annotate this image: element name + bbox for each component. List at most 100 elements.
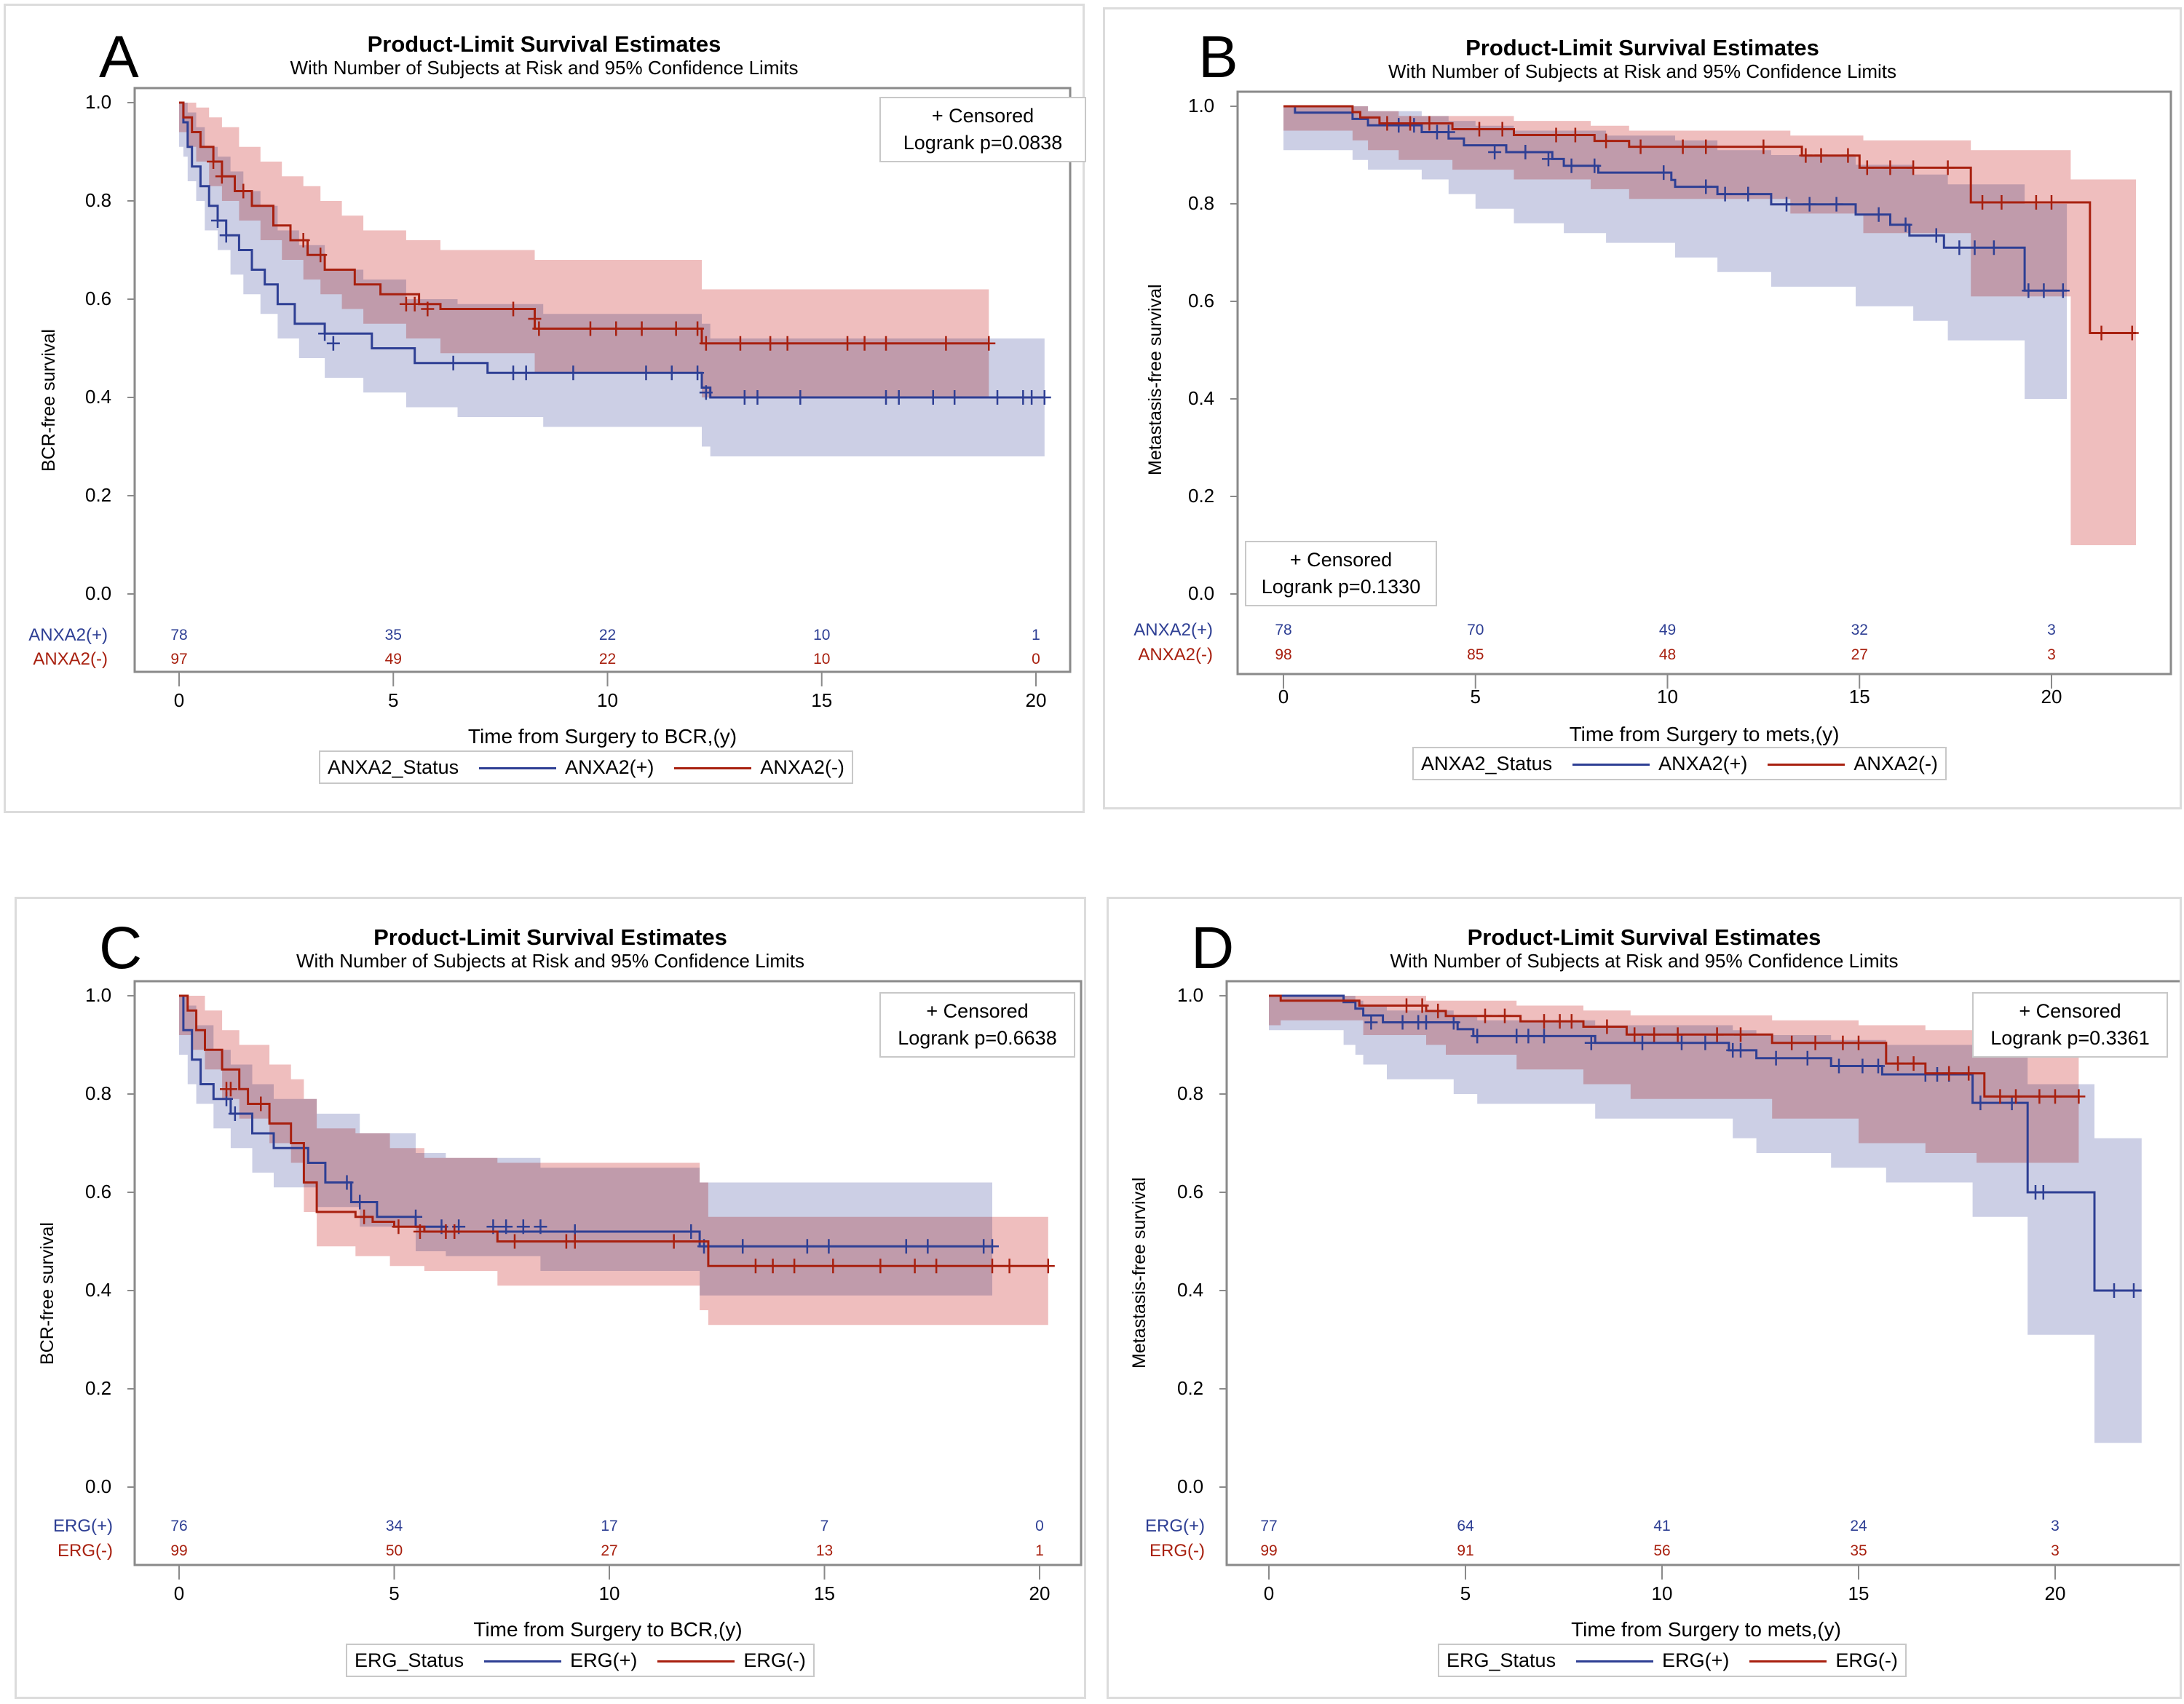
censor-mark (1479, 1008, 1492, 1023)
censor-mark (1962, 1066, 1976, 1081)
logrank-pvalue: Logrank p=0.3361 (1990, 1027, 2150, 1049)
y-tick-label: 0.2 (1188, 485, 1215, 507)
censor-mark (899, 1239, 913, 1254)
censor-mark (667, 1234, 681, 1249)
censor-mark (1993, 1089, 2007, 1104)
censor-mark (409, 1209, 423, 1224)
censor-mark (985, 1239, 999, 1254)
censor-mark (699, 385, 713, 400)
at-risk-count: 41 (1653, 1518, 1671, 1534)
legend-title: ERG_Status (1447, 1649, 1556, 1671)
censored-key: + Censored (1289, 549, 1393, 571)
panel-c: C Product-Limit Survival Estimates With Nu… (15, 897, 1086, 1699)
censor-mark (534, 1219, 547, 1235)
y-tick-label: 0.4 (1177, 1279, 1204, 1301)
censor-mark (2033, 1089, 2046, 1104)
x-tick-label: 15 (1848, 1582, 1870, 1604)
at-risk-count: 27 (601, 1542, 618, 1559)
censor-mark (228, 1106, 242, 1121)
plot-frame (133, 87, 1072, 673)
censor-mark (926, 390, 940, 405)
at-risk-count: 17 (601, 1518, 618, 1534)
censor-mark (691, 321, 705, 336)
x-axis-label: Time from Surgery to BCR,(y) (467, 725, 737, 748)
censor-mark (800, 1239, 814, 1254)
censor-mark (1628, 1027, 1642, 1042)
censor-mark (448, 1224, 462, 1239)
censor-mark (2037, 283, 2051, 298)
censor-mark (1510, 1029, 1524, 1044)
censor-mark (1836, 1035, 1850, 1050)
censor-mark (219, 228, 233, 243)
censored-key: + Censored (931, 105, 1034, 127)
x-tick-label: 15 (1848, 686, 1870, 708)
censor-mark (764, 336, 778, 351)
censor-mark (1568, 127, 1582, 143)
censor-mark (353, 1194, 367, 1210)
y-tick-label: 0.0 (1177, 1475, 1204, 1497)
censor-mark (635, 321, 649, 336)
censor-mark (2072, 1089, 2086, 1104)
y-tick-label: 0.6 (85, 288, 112, 309)
at-risk-count: 3 (2051, 1542, 2060, 1559)
censor-mark (780, 336, 794, 351)
censor-mark (1522, 1029, 1535, 1044)
at-risk-label: ANXA2(-) (1138, 645, 1213, 665)
at-risk-count: 24 (1850, 1518, 1867, 1534)
censor-mark (1564, 1014, 1578, 1029)
x-tick-label: 0 (173, 1582, 185, 1604)
censor-mark (921, 1239, 935, 1254)
censor-mark (948, 390, 962, 405)
censor-mark (1891, 1056, 1904, 1071)
censor-mark (1396, 1015, 1409, 1030)
y-tick-label: 0.6 (1188, 290, 1215, 312)
censor-mark (1907, 160, 1920, 175)
legend-item-label: ERG(-) (1835, 1649, 1898, 1671)
censor-mark (939, 336, 953, 351)
at-risk-count: 49 (384, 651, 402, 667)
x-tick-label: 5 (389, 1582, 400, 1604)
plot-area (179, 994, 1055, 1325)
chart-subtitle: With Number of Subjects at Risk and 95% … (1390, 950, 1899, 972)
censor-mark (1675, 1035, 1688, 1050)
at-risk-count: 77 (1260, 1518, 1278, 1534)
censor-mark (1976, 194, 1990, 210)
censor-mark (2022, 283, 2035, 298)
y-tick-label: 0.4 (85, 1279, 112, 1301)
censor-mark (318, 326, 332, 341)
legend-swatch-pos (1576, 1660, 1654, 1663)
at-risk-count: 35 (384, 627, 402, 643)
censor-mark (822, 1239, 836, 1254)
censor-mark (1929, 228, 1943, 243)
censor-mark (1883, 160, 1897, 175)
censor-mark (408, 296, 422, 312)
censor-mark (788, 1259, 802, 1274)
at-risk-count: 70 (1467, 622, 1484, 638)
censor-mark (1699, 179, 1713, 194)
censor-mark (1942, 1066, 1956, 1081)
censor-mark (1588, 158, 1602, 173)
chart-legend: ERG_Status ERG(+) ERG(-) (1438, 1644, 1907, 1677)
legend-swatch-neg (674, 767, 752, 770)
censor-mark (879, 336, 893, 351)
censor-mark (1832, 1058, 1845, 1074)
censor-mark (1852, 1035, 1865, 1050)
logrank-pvalue: Logrank p=0.0838 (903, 132, 1063, 154)
censor-mark (1872, 1058, 1885, 1074)
censor-mark (1471, 1029, 1484, 1044)
censor-mark (499, 1219, 513, 1235)
censor-mark (1952, 240, 1966, 255)
y-axis-label: BCR-free survival (39, 329, 59, 472)
censor-mark (1495, 122, 1509, 137)
censor-mark (507, 301, 521, 317)
censor-mark (1941, 160, 1955, 175)
at-risk-label: ANXA2(+) (1133, 620, 1213, 640)
y-tick-label: 0.0 (1188, 582, 1215, 604)
censor-mark (1974, 1095, 1987, 1111)
at-risk-label: ANXA2(-) (33, 649, 108, 669)
at-risk-count: 3 (2047, 646, 2056, 663)
at-risk-count: 27 (1851, 646, 1868, 663)
censor-mark (609, 321, 623, 336)
legend-swatch-neg (1768, 764, 1845, 766)
censor-mark (930, 1259, 943, 1274)
